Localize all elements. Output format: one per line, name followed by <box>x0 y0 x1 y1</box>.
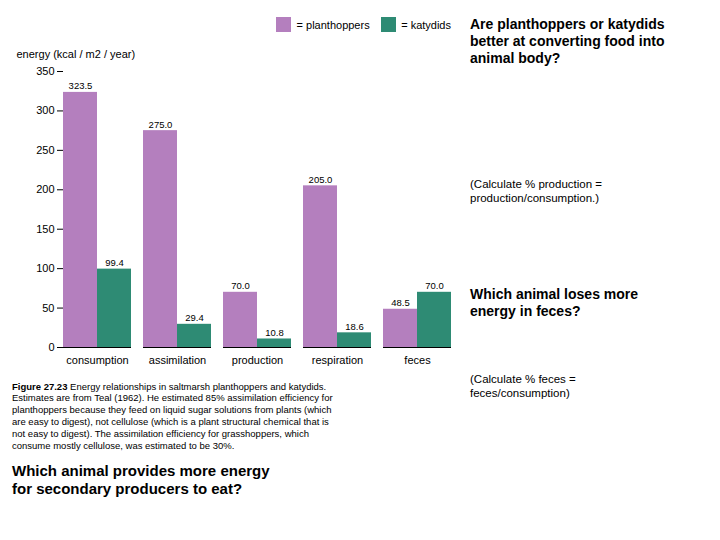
svg-text:10.8: 10.8 <box>265 327 284 338</box>
svg-text:18.6: 18.6 <box>345 320 364 331</box>
html-text:Which animal provides more ene: Which animal provides more energy for se… <box>12 461 270 497</box>
svg-text:99.4: 99.4 <box>105 257 124 268</box>
svg-text:29.4: 29.4 <box>185 312 204 323</box>
html-text:= katydids: = katydids <box>401 18 451 31</box>
svg-text:275.0: 275.0 <box>149 118 173 129</box>
svg-text:323.5: 323.5 <box>69 80 93 91</box>
svg-text:200: 200 <box>36 183 54 195</box>
html-text:(Calculate % production = prod: (Calculate % production = production/con… <box>470 178 602 204</box>
svg-text:50: 50 <box>42 301 54 313</box>
svg-text:assimilation: assimilation <box>149 354 206 366</box>
svg-text:48.5: 48.5 <box>391 297 410 308</box>
html-text:Which animal loses more energy: Which animal loses more energy in feces? <box>470 286 639 319</box>
svg-text:70.0: 70.0 <box>425 280 444 291</box>
html-text:Figure 27.23 Energy relationsh: Figure 27.23 Energy relationships in sal… <box>12 380 333 451</box>
svg-text:150: 150 <box>36 222 54 234</box>
svg-text:100: 100 <box>36 262 54 274</box>
svg-text:70.0: 70.0 <box>231 280 250 291</box>
svg-text:feces: feces <box>404 354 431 366</box>
svg-text:consumption: consumption <box>66 354 128 366</box>
html-text:Are planthoppers or katydids b: Are planthoppers or katydids better at c… <box>470 16 665 66</box>
svg-text:0: 0 <box>48 341 54 353</box>
html-text:(Calculate % feces = feces/con: (Calculate % feces = feces/consumption) <box>470 373 576 399</box>
svg-text:205.0: 205.0 <box>309 173 333 184</box>
svg-text:energy (kcal / m2 / year): energy (kcal / m2 / year) <box>17 48 136 60</box>
html-text:= planthoppers: = planthoppers <box>296 18 370 31</box>
svg-text:250: 250 <box>36 143 54 155</box>
svg-text:300: 300 <box>36 104 54 116</box>
svg-text:production: production <box>232 354 283 366</box>
svg-text:350: 350 <box>36 65 54 77</box>
svg-text:respiration: respiration <box>312 354 363 366</box>
